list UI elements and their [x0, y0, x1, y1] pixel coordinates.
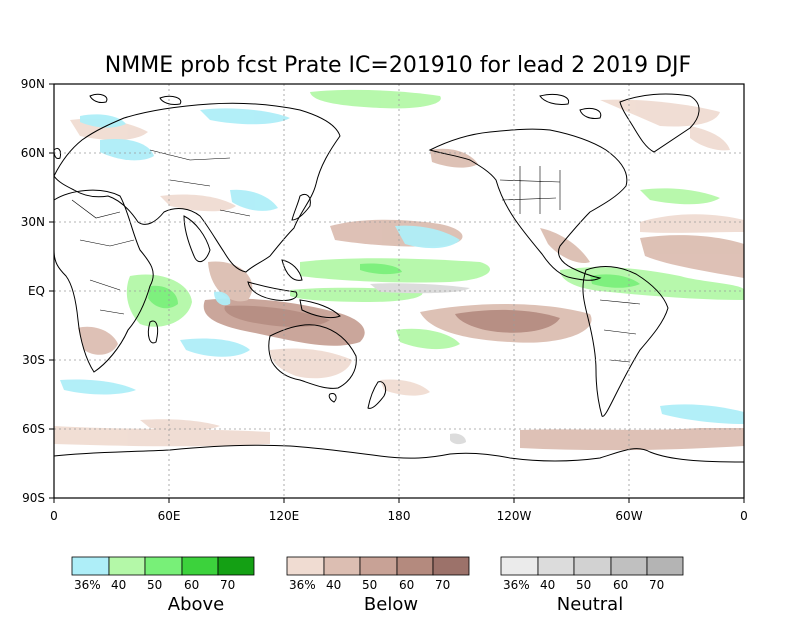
lon-label: 60E — [158, 509, 181, 523]
legend-label: 36% — [74, 578, 101, 592]
lat-label: 90S — [22, 491, 45, 505]
legend-label: 60 — [184, 578, 199, 592]
legend-label: 50 — [576, 578, 591, 592]
legend-swatch — [323, 556, 361, 576]
legend-swatch — [217, 556, 255, 576]
lon-label: 0 — [740, 509, 748, 523]
coastlines — [53, 93, 745, 463]
legend-swatch — [71, 556, 110, 576]
legend-swatch — [537, 556, 575, 576]
above-shading — [60, 89, 744, 424]
map-title: NMME prob fcst Prate IC=201910 for lead … — [105, 53, 691, 78]
map-area — [49, 83, 745, 503]
legend-label: 70 — [435, 578, 450, 592]
legend-label: 36% — [503, 578, 530, 592]
legend-label: 40 — [540, 578, 555, 592]
legend-swatch — [108, 556, 146, 576]
lat-label: 30N — [21, 215, 45, 229]
legend-above: 36% 40 50 60 70 Above — [71, 556, 255, 615]
legend-swatch — [610, 556, 648, 576]
lon-label: 120E — [269, 509, 300, 523]
lon-label: 120W — [497, 509, 532, 523]
legend-title: Below — [364, 594, 418, 615]
legend-label: 60 — [613, 578, 628, 592]
country-borders — [71, 149, 641, 363]
lat-label: 30S — [22, 353, 45, 367]
tick-marks — [49, 83, 745, 503]
legend-label: 36% — [289, 578, 316, 592]
lon-label: 180 — [388, 509, 411, 523]
legend-title: Neutral — [557, 594, 623, 615]
grid-lines — [54, 84, 744, 498]
legend-below: 36% 40 50 60 70 Below — [286, 556, 470, 615]
lon-label: 0 — [50, 509, 58, 523]
legend-swatch — [359, 556, 398, 576]
legend-neutral: 36% 40 50 60 70 Neutral — [500, 556, 684, 615]
legend-swatch — [181, 556, 219, 576]
legend-label: 70 — [649, 578, 664, 592]
lat-label: 90N — [21, 77, 45, 91]
legend-label: 40 — [111, 578, 126, 592]
legend-label: 50 — [362, 578, 377, 592]
legend-swatch — [500, 556, 539, 576]
legend-swatch — [432, 556, 470, 576]
legend-swatch — [646, 556, 684, 576]
legend-title: Above — [168, 594, 224, 615]
lon-label: 60W — [615, 509, 642, 523]
lat-label: EQ — [28, 284, 45, 298]
lon-axis-labels: 0 60E 120E 180 120W 60W 0 — [50, 509, 748, 523]
lat-label: 60N — [21, 146, 45, 160]
legend-swatch — [286, 556, 325, 576]
legend-swatch — [396, 556, 434, 576]
legend-label: 40 — [326, 578, 341, 592]
legend-swatch — [573, 556, 612, 576]
legend-label: 60 — [399, 578, 414, 592]
lat-label: 60S — [22, 422, 45, 436]
legend-label: 50 — [147, 578, 162, 592]
legend-swatch — [144, 556, 183, 576]
lat-axis-labels: 90N 60N 30N EQ 30S 60S 90S — [21, 77, 45, 505]
legend-label: 70 — [220, 578, 235, 592]
